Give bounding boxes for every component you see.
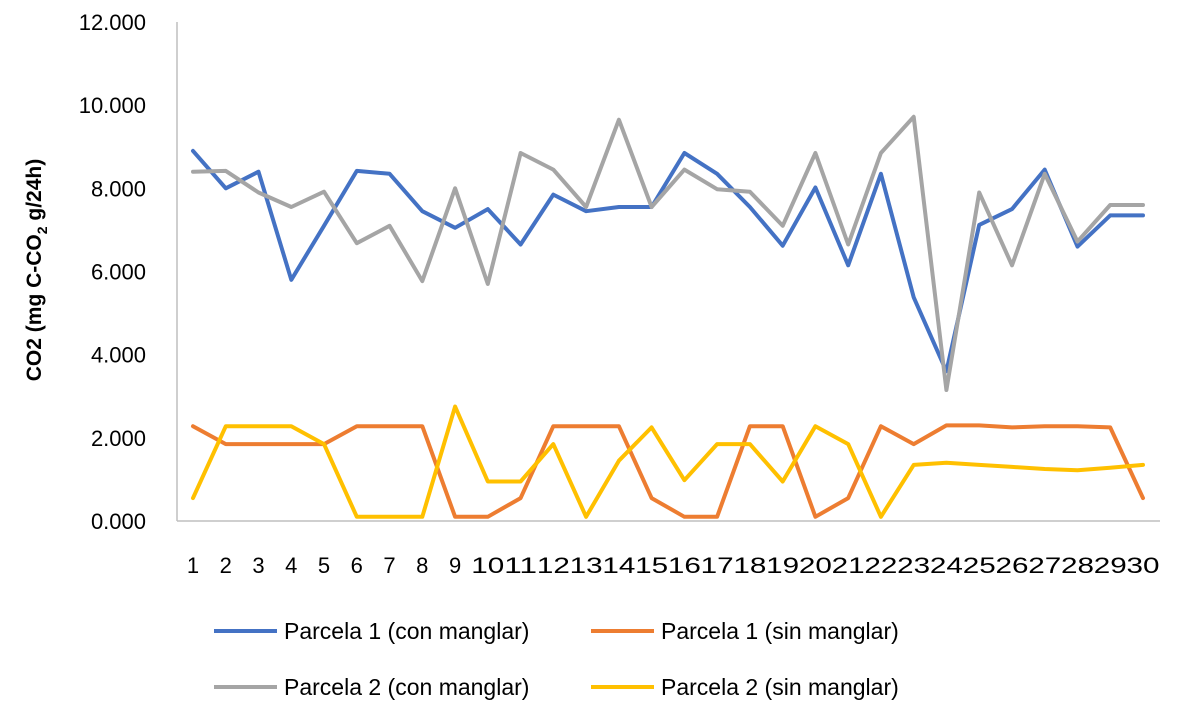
x-tick-label: 17 bbox=[701, 553, 734, 578]
legend-item-parcela-2-sin-manglar: Parcela 2 (sin manglar) bbox=[591, 674, 899, 700]
x-tick-labels: 1 2 3 4 5 6 7 8 9 10 11 12 13 14 15 16 17 18 19 20 21 22 23 24 2… bbox=[187, 553, 1160, 578]
x-tick-label: 22 bbox=[864, 553, 897, 578]
x-tick-label: 21 bbox=[832, 553, 865, 578]
legend-label: Parcela 1 (con manglar) bbox=[284, 618, 529, 644]
x-tick-label: 11 bbox=[504, 553, 537, 578]
x-tick-label: 24 bbox=[930, 553, 963, 578]
x-tick-label: 20 bbox=[799, 553, 832, 578]
x-tick-label: 10 bbox=[471, 553, 504, 578]
x-tick-label: 1 bbox=[187, 553, 199, 578]
y-axis-title: CO2 (mg C-CO2 g/24h) bbox=[23, 159, 50, 381]
x-tick-label: 9 bbox=[449, 553, 461, 578]
y-tick-label: 10.000 bbox=[79, 93, 146, 118]
legend-item-parcela-1-sin-manglar: Parcela 1 (sin manglar) bbox=[591, 618, 899, 644]
series-layer bbox=[191, 114, 1145, 519]
x-tick-label: 19 bbox=[766, 553, 799, 578]
x-tick-label: 16 bbox=[668, 553, 701, 578]
x-tick-label: 3 bbox=[252, 553, 264, 578]
x-tick-label: 29 bbox=[1094, 553, 1127, 578]
x-tick-label: 5 bbox=[318, 553, 330, 578]
legend-item-parcela-1-con-manglar: Parcela 1 (con manglar) bbox=[214, 618, 529, 644]
y-axis-title-subscript: 2 bbox=[34, 226, 50, 234]
y-tick-label: 12.000 bbox=[79, 10, 146, 35]
legend: Parcela 1 (con manglar) Parcela 1 (sin m… bbox=[214, 618, 899, 700]
y-tick-labels: 0.000 2.000 4.000 6.000 8.000 10.000 12.000 bbox=[79, 10, 146, 534]
legend-item-parcela-2-con-manglar: Parcela 2 (con manglar) bbox=[214, 674, 529, 700]
y-axis-title-tail: g/24h) bbox=[23, 159, 46, 227]
y-tick-label: 6.000 bbox=[91, 260, 146, 285]
x-tick-label: 13 bbox=[570, 553, 603, 578]
y-tick-label: 0.000 bbox=[91, 509, 146, 534]
x-tick-label: 14 bbox=[602, 553, 635, 578]
series-line-parcela-2-sin-manglar bbox=[191, 404, 1145, 519]
x-tick-label: 26 bbox=[995, 553, 1028, 578]
x-tick-label: 2 bbox=[220, 553, 232, 578]
x-tick-label: 18 bbox=[733, 553, 766, 578]
x-tick-label: 15 bbox=[635, 553, 668, 578]
legend-label: Parcela 2 (sin manglar) bbox=[661, 674, 899, 700]
y-tick-label: 4.000 bbox=[91, 343, 146, 368]
x-tick-label: 27 bbox=[1028, 553, 1061, 578]
legend-label: Parcela 1 (sin manglar) bbox=[661, 618, 899, 644]
legend-label: Parcela 2 (con manglar) bbox=[284, 674, 529, 700]
y-axis-title-main: CO2 (mg C-CO bbox=[23, 234, 46, 381]
x-tick-label: 6 bbox=[351, 553, 363, 578]
x-tick-label: 4 bbox=[285, 553, 297, 578]
x-tick-label: 8 bbox=[416, 553, 428, 578]
series-line-parcela-2-con-manglar bbox=[191, 114, 1145, 392]
series-line-parcela-1-sin-manglar bbox=[191, 423, 1145, 519]
x-tick-label: 12 bbox=[537, 553, 570, 578]
x-tick-label: 23 bbox=[897, 553, 930, 578]
x-tick-label: 28 bbox=[1061, 553, 1094, 578]
y-tick-label: 2.000 bbox=[91, 426, 146, 451]
y-tick-label: 8.000 bbox=[91, 176, 146, 201]
x-tick-label: 30 bbox=[1127, 553, 1160, 578]
series-line-parcela-1-con-manglar bbox=[191, 148, 1145, 374]
x-tick-label: 25 bbox=[963, 553, 996, 578]
x-tick-label: 7 bbox=[383, 553, 395, 578]
